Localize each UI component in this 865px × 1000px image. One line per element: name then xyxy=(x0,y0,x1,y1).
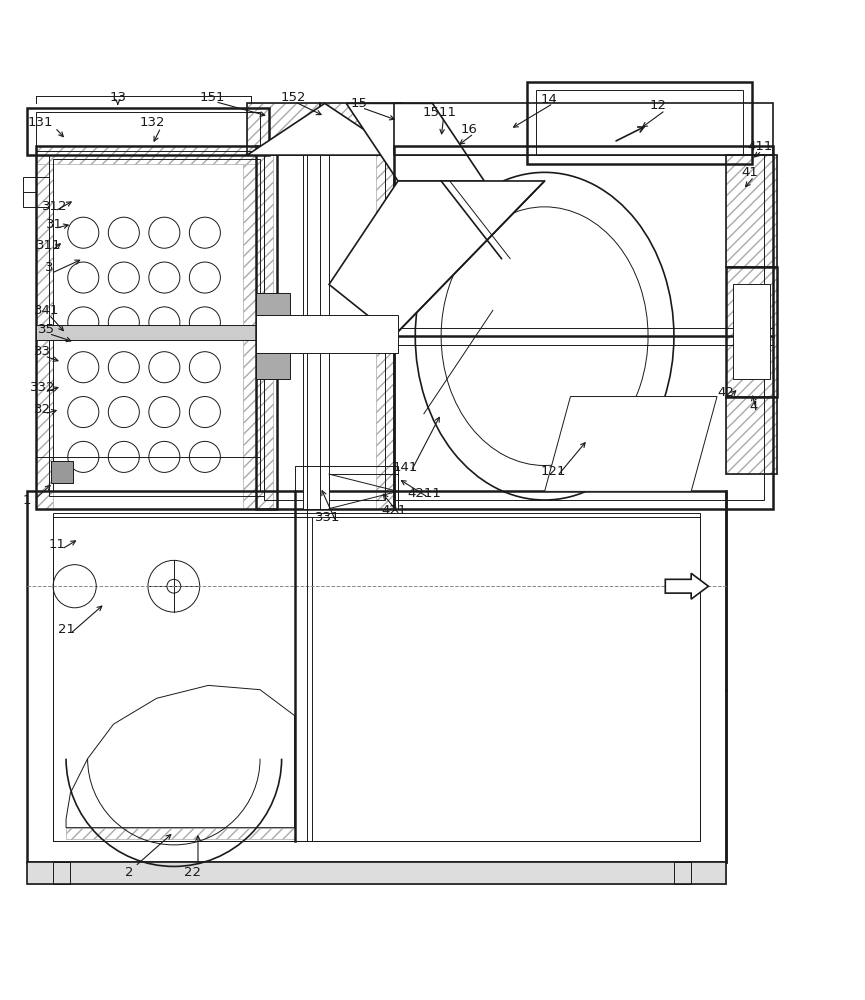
Text: 15: 15 xyxy=(350,97,368,110)
Bar xyxy=(53,517,700,841)
Text: 121: 121 xyxy=(541,465,566,478)
Text: 411: 411 xyxy=(747,140,772,153)
Text: 12: 12 xyxy=(650,99,667,112)
Text: 311: 311 xyxy=(36,239,61,252)
Text: 1: 1 xyxy=(23,493,31,506)
Text: 31: 31 xyxy=(47,218,63,231)
Text: 33: 33 xyxy=(35,345,51,358)
Polygon shape xyxy=(28,862,726,884)
Text: 21: 21 xyxy=(58,623,74,636)
Polygon shape xyxy=(66,685,295,828)
Bar xyxy=(394,146,773,509)
Polygon shape xyxy=(256,315,398,353)
Text: 35: 35 xyxy=(38,323,54,336)
Bar xyxy=(247,103,320,155)
Bar xyxy=(28,862,726,884)
Bar xyxy=(35,146,278,509)
Bar xyxy=(320,103,402,155)
Bar xyxy=(48,155,265,496)
Polygon shape xyxy=(320,103,402,155)
Bar xyxy=(53,159,260,491)
Polygon shape xyxy=(346,103,484,181)
Polygon shape xyxy=(545,397,717,491)
Bar xyxy=(726,267,778,397)
Polygon shape xyxy=(66,828,295,839)
Polygon shape xyxy=(726,155,778,267)
Bar xyxy=(394,155,765,500)
Bar xyxy=(23,177,48,207)
Bar xyxy=(674,862,691,884)
Bar xyxy=(256,315,398,353)
Text: 11: 11 xyxy=(49,538,66,551)
Bar xyxy=(53,862,70,884)
Bar xyxy=(394,103,773,155)
Polygon shape xyxy=(35,146,53,509)
Bar xyxy=(256,146,394,509)
Text: 131: 131 xyxy=(28,116,53,129)
Polygon shape xyxy=(329,181,545,336)
Text: 151: 151 xyxy=(200,91,226,104)
Bar xyxy=(726,155,778,267)
Polygon shape xyxy=(35,146,260,164)
Text: 421: 421 xyxy=(381,504,407,517)
Text: 141: 141 xyxy=(392,461,418,474)
Bar xyxy=(53,517,311,841)
Polygon shape xyxy=(256,146,273,509)
Bar xyxy=(726,397,778,474)
Text: 152: 152 xyxy=(280,91,305,104)
Bar xyxy=(256,353,291,379)
Bar xyxy=(28,108,269,155)
Polygon shape xyxy=(247,103,402,155)
Circle shape xyxy=(167,579,181,593)
Text: 4211: 4211 xyxy=(407,487,441,500)
Text: 4: 4 xyxy=(749,400,758,413)
Text: 13: 13 xyxy=(109,91,126,104)
Text: 332: 332 xyxy=(30,381,55,394)
Polygon shape xyxy=(346,103,484,181)
Text: 3: 3 xyxy=(45,261,53,274)
Bar xyxy=(256,293,291,319)
Polygon shape xyxy=(726,267,778,397)
Text: 32: 32 xyxy=(35,403,51,416)
Bar xyxy=(528,82,752,164)
Polygon shape xyxy=(726,397,778,474)
Text: 22: 22 xyxy=(184,866,202,879)
Bar xyxy=(329,474,398,509)
Text: 16: 16 xyxy=(460,123,477,136)
Text: 42: 42 xyxy=(717,386,734,399)
Text: 2: 2 xyxy=(125,866,133,879)
Polygon shape xyxy=(35,325,260,340)
Bar xyxy=(536,90,743,155)
Bar xyxy=(28,491,726,862)
Bar xyxy=(295,466,398,509)
Bar xyxy=(303,146,329,509)
Bar xyxy=(733,284,771,379)
Polygon shape xyxy=(243,146,260,509)
Bar xyxy=(51,461,73,483)
Text: 341: 341 xyxy=(34,304,59,317)
Polygon shape xyxy=(376,146,394,509)
Bar xyxy=(265,155,385,500)
Bar xyxy=(53,513,700,841)
Polygon shape xyxy=(665,573,708,599)
Text: 331: 331 xyxy=(315,511,340,524)
Polygon shape xyxy=(247,103,320,155)
Text: 14: 14 xyxy=(541,93,557,106)
Bar xyxy=(35,112,260,151)
Text: 312: 312 xyxy=(42,200,67,213)
Bar xyxy=(35,457,260,491)
Bar xyxy=(35,325,260,340)
Text: 132: 132 xyxy=(139,116,165,129)
Text: 41: 41 xyxy=(741,166,759,179)
Text: 1511: 1511 xyxy=(422,106,457,119)
